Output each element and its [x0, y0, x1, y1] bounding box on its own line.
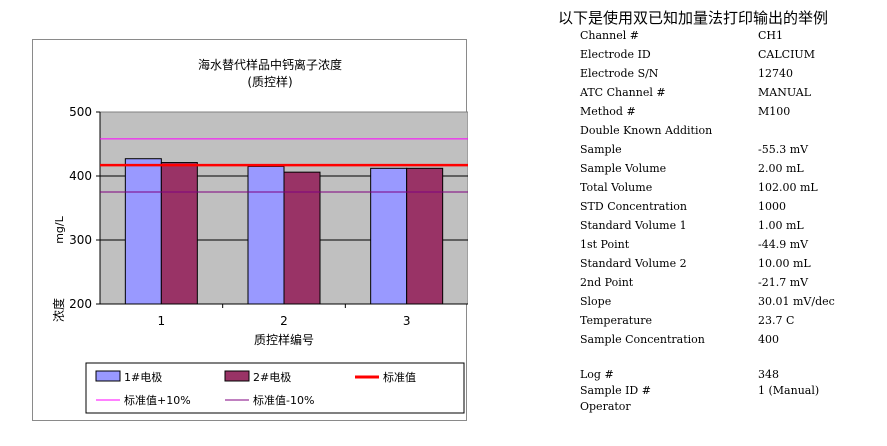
- report-label: Standard Volume 2: [580, 257, 687, 270]
- report-value: 12740: [758, 67, 793, 80]
- report-label: Log #: [580, 368, 614, 381]
- report-label: Standard Volume 1: [580, 219, 687, 232]
- chart-frame: 200 300 400 500 1 2 3 海水替代样品中钙离子浓度 (质控样) 质控样编号 浓度 m…: [32, 39, 468, 421]
- report-heading: 以下是使用双已知加量法打印输出的举例: [558, 9, 829, 27]
- y-tick-label: 200: [69, 297, 92, 311]
- bar: [406, 167, 444, 305]
- chart-svg: 200 300 400 500 1 2 3 海水替代样品中钙离子浓度 (质控样) 质控样编号 浓度 m…: [51, 57, 468, 414]
- bar: [247, 165, 285, 305]
- report-value: -55.3 mV: [758, 143, 809, 156]
- report-label: Electrode ID: [580, 48, 651, 61]
- report-label: Sample Concentration: [580, 333, 705, 346]
- x-tick-label: 3: [403, 314, 411, 328]
- y-tick-label: 300: [69, 233, 92, 247]
- report-value: 400: [758, 333, 779, 346]
- report-value: CALCIUM: [758, 48, 815, 61]
- legend-box: [85, 362, 465, 414]
- y-tick-label: 400: [69, 169, 92, 183]
- report-value: 2.00 mL: [758, 162, 804, 175]
- report-value: -21.7 mV: [758, 276, 809, 289]
- bar: [370, 167, 408, 305]
- report-label: Double Known Addition: [580, 124, 713, 137]
- report-label: 1st Point: [580, 238, 630, 251]
- report-value: CH1: [758, 29, 784, 42]
- legend-label: 标准值-10%: [253, 393, 314, 407]
- report-value: -44.9 mV: [758, 238, 809, 251]
- report-value: MANUAL: [758, 86, 812, 99]
- report-label: Sample ID #: [580, 384, 651, 397]
- legend-label: 2#电极: [253, 370, 291, 384]
- bar: [283, 171, 321, 305]
- x-axis-title: 质控样编号: [254, 332, 314, 347]
- x-tick-label: 2: [280, 314, 288, 328]
- report-label: 2nd Point: [580, 276, 634, 289]
- chart-subtitle: (质控样): [247, 74, 292, 89]
- report-label: Method #: [580, 105, 636, 118]
- y-axis-title: 浓度: [51, 298, 66, 322]
- report-value: 23.7 C: [758, 314, 795, 327]
- legend-swatch: [95, 370, 121, 382]
- report-label: Total Volume: [580, 181, 653, 194]
- legend-swatch: [224, 370, 250, 382]
- y-tick-label: 500: [69, 105, 92, 119]
- report-label: Sample Volume: [580, 162, 667, 175]
- report-value: 30.01 mV/dec: [758, 295, 835, 308]
- report-label: Sample: [580, 143, 622, 156]
- y-axis-unit: mg/L: [53, 215, 66, 243]
- legend-label: 标准值+10%: [124, 393, 191, 407]
- report-label: ATC Channel #: [580, 86, 666, 99]
- report-value: 10.00 mL: [758, 257, 811, 270]
- report-label: Operator: [580, 400, 631, 413]
- report-value: M100: [758, 105, 791, 118]
- report-value: 102.00 mL: [758, 181, 818, 194]
- x-tick-label: 1: [158, 314, 166, 328]
- report-label: Electrode S/N: [580, 67, 659, 80]
- report-label: STD Concentration: [580, 200, 687, 213]
- bar: [124, 158, 162, 305]
- report-label: Channel #: [580, 29, 639, 42]
- report-value: 1000: [758, 200, 786, 213]
- report-value: 1 (Manual): [758, 384, 820, 397]
- report-value: 1.00 mL: [758, 219, 804, 232]
- chart-title: 海水替代样品中钙离子浓度: [198, 57, 342, 72]
- legend-label: 标准值: [383, 370, 416, 384]
- legend-label: 1#电极: [124, 370, 162, 384]
- report-value: 348: [758, 368, 779, 381]
- report-label: Slope: [580, 295, 612, 308]
- report-label: Temperature: [580, 314, 653, 327]
- bar: [160, 162, 198, 305]
